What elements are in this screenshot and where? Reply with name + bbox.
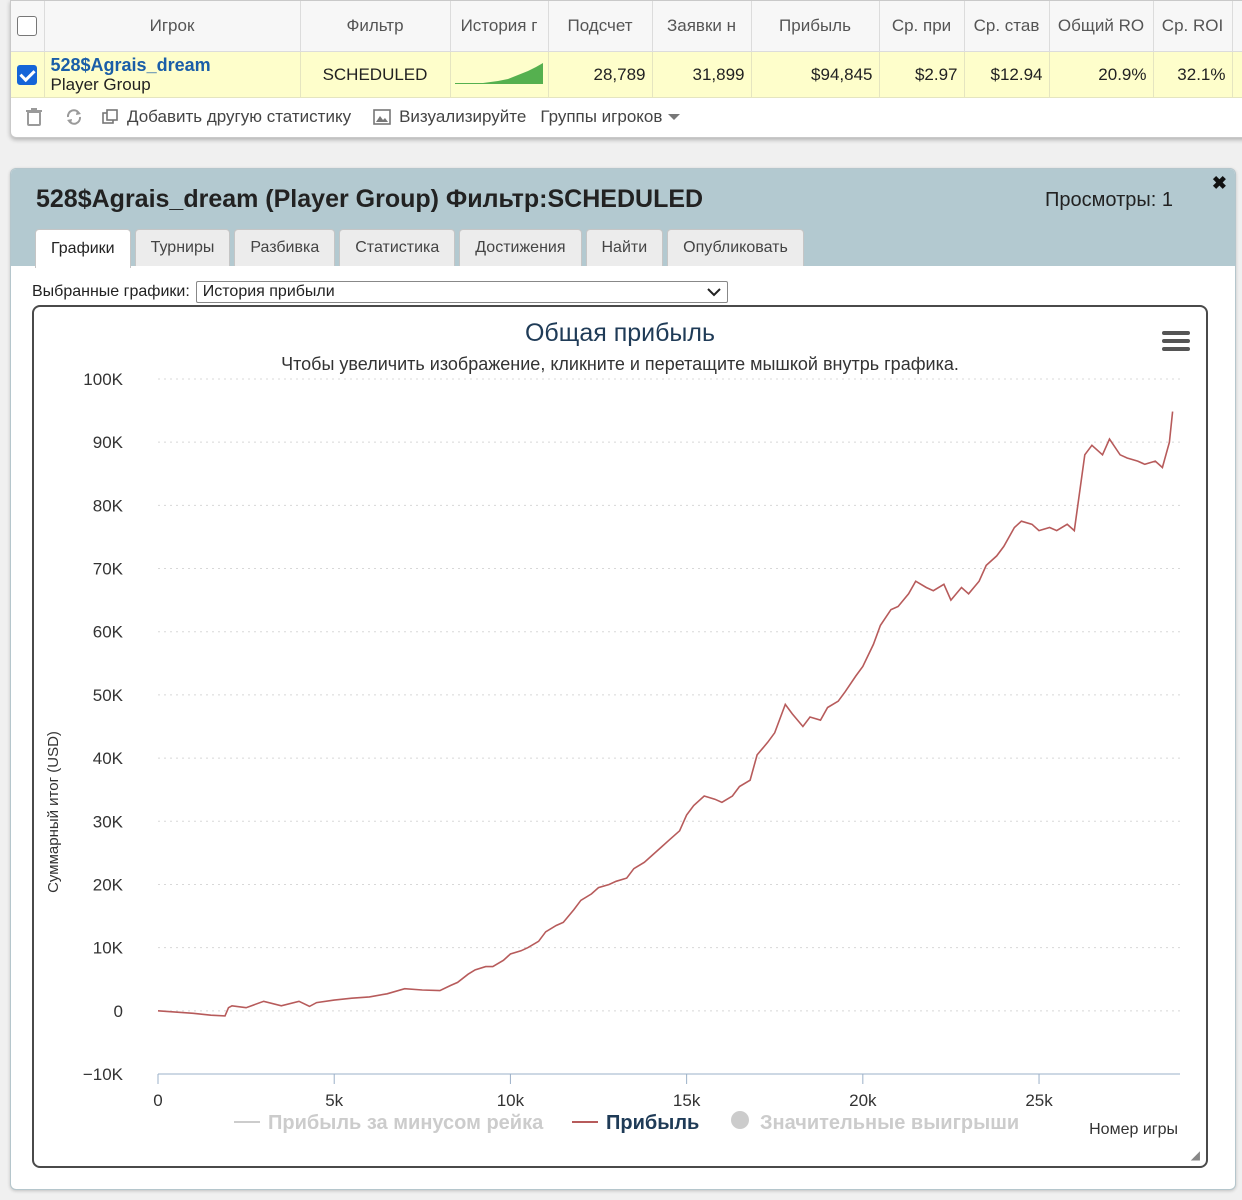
col-header-history[interactable]: История г: [450, 1, 549, 52]
col-header-avg-profit[interactable]: Ср. при: [879, 1, 965, 52]
tab-charts[interactable]: Графики: [35, 229, 131, 268]
chart-subtitle: Чтобы увеличить изображение, кликните и …: [281, 354, 959, 374]
tab-statistics[interactable]: Статистика: [339, 229, 456, 266]
panel-header: 528$Agrais_dream (Player Group) Фильтр:S…: [11, 169, 1235, 268]
filter-cell: SCHEDULED: [300, 51, 451, 98]
y-tick-label: 40K: [93, 749, 124, 768]
chart-container: Общая прибыль Чтобы увеличить изображени…: [32, 305, 1208, 1168]
avg-stake-cell: $12.94: [964, 51, 1050, 98]
player-groups-dropdown[interactable]: Группы игроков: [540, 107, 681, 127]
y-tick-label: 50K: [93, 686, 124, 705]
x-tick-label: 5k: [325, 1091, 343, 1110]
series-line-profit: [157, 411, 1174, 1017]
image-icon: [373, 108, 391, 126]
chart-selector-row: Выбранные графики: История прибыли: [32, 281, 728, 303]
x-tick-label: 10k: [497, 1091, 525, 1110]
refresh-icon[interactable]: [65, 108, 83, 126]
y-tick-label: 80K: [93, 496, 124, 515]
chart-title: Общая прибыль: [525, 319, 715, 347]
visualize-button[interactable]: Визуализируйте: [373, 107, 526, 127]
caret-down-icon: [668, 114, 681, 120]
player-panel: 528$Agrais_dream (Player Group) Фильтр:S…: [10, 168, 1236, 1190]
col-header-total-roi[interactable]: Общий RO: [1049, 1, 1154, 52]
chart-selector-label: Выбранные графики:: [32, 283, 190, 300]
close-icon[interactable]: ✖: [1211, 173, 1227, 193]
chart-select[interactable]: История прибыли: [195, 281, 728, 303]
add-stat-label: Добавить другую статистику: [127, 107, 352, 126]
tab-achievements[interactable]: Достижения: [459, 229, 582, 266]
col-header-filter[interactable]: Фильтр: [300, 1, 451, 52]
table-header-row: Игрок Фильтр История г Подсчет Заявки н …: [11, 1, 1242, 52]
legend-label-profit: Прибыль: [606, 1112, 699, 1134]
panel-title: 528$Agrais_dream (Player Group) Фильтр:S…: [36, 185, 704, 213]
legend-label-net-profit: Прибыль за минусом рейка: [268, 1112, 544, 1134]
y-tick-label: −10K: [83, 1065, 124, 1084]
profit-chart[interactable]: Общая прибыль Чтобы увеличить изображени…: [34, 307, 1206, 1166]
y-tick-label: 30K: [93, 812, 124, 831]
table-row[interactable]: 528$Agrais_dream Player Group SCHEDULED …: [11, 51, 1242, 98]
avg-roi-cell: 32.1%: [1153, 51, 1233, 98]
y-axis-label: Суммарный итог (USD): [45, 731, 62, 893]
trash-icon[interactable]: [25, 108, 43, 126]
select-all-checkbox[interactable]: [17, 16, 38, 37]
col-header-entries[interactable]: Заявки н: [652, 1, 752, 52]
y-tick-label: 10K: [93, 939, 124, 958]
x-tick-label: 15k: [673, 1091, 701, 1110]
x-tick-label: 0: [153, 1091, 162, 1110]
y-tick-label: 100K: [83, 370, 123, 389]
y-axis-ticks: −10K 0 10K 20K 30K 40K 50K 60K 70K 80K 90K 100K: [83, 370, 124, 1084]
col-header-avg-stake[interactable]: Ср. став: [964, 1, 1050, 52]
y-tick-label: 20K: [93, 875, 124, 894]
tab-tournaments[interactable]: Турниры: [134, 229, 231, 266]
legend-item-net-profit[interactable]: Прибыль за минусом рейка: [234, 1112, 544, 1134]
y-tick-label: 60K: [93, 623, 124, 642]
total-roi-cell: 20.9%: [1049, 51, 1154, 98]
count-cell: 28,789: [548, 51, 653, 98]
player-type: Player Group: [50, 74, 151, 94]
views-count: Просмотры: 1: [1045, 189, 1173, 211]
tab-publish[interactable]: Опубликовать: [667, 229, 804, 266]
menu-icon[interactable]: [1162, 331, 1190, 351]
chart-grid: [158, 378, 1180, 1075]
player-groups-label: Группы игроков: [540, 107, 663, 126]
tab-find[interactable]: Найти: [585, 229, 664, 266]
table-toolbar: Добавить другую статистику Визуализируйт…: [11, 99, 1241, 135]
history-sparkline: [455, 63, 543, 84]
profit-cell: $94,845: [751, 51, 880, 98]
stats-table: Игрок Фильтр История г Подсчет Заявки н …: [11, 1, 1242, 98]
col-header-avg-roi[interactable]: Ср. ROI: [1153, 1, 1233, 52]
entries-cell: 31,899: [652, 51, 752, 98]
x-tick-label: 25k: [1025, 1091, 1053, 1110]
legend-item-profit[interactable]: Прибыль: [572, 1112, 699, 1134]
legend: Прибыль за минусом рейка Прибыль Значите…: [234, 1111, 1019, 1134]
stats-table-container: Игрок Фильтр История г Подсчет Заявки н …: [10, 0, 1242, 138]
legend-label-big-wins: Значительные выигрыши: [760, 1112, 1019, 1134]
avg-profit-cell: $2.97: [879, 51, 965, 98]
x-tick-label: 20k: [849, 1091, 877, 1110]
x-axis-ticks: 0 5k 10k 15k 20k 25k: [153, 1073, 1180, 1110]
x-axis-label: Номер игры: [1089, 1121, 1178, 1138]
visualize-label: Визуализируйте: [399, 107, 527, 126]
chevron-down-icon: [707, 288, 721, 297]
col-header-profit[interactable]: Прибыль: [751, 1, 880, 52]
resize-grip-icon[interactable]: ◢: [1190, 1148, 1200, 1162]
y-tick-label: 70K: [93, 560, 124, 579]
tab-bar: Графики Турниры Разбивка Статистика Дост…: [35, 229, 804, 268]
player-name-link[interactable]: 528$Agrais_dream: [50, 54, 211, 75]
tab-breakdown[interactable]: Разбивка: [234, 229, 336, 266]
col-header-count[interactable]: Подсчет: [548, 1, 653, 52]
y-tick-label: 90K: [93, 433, 124, 452]
copy-icon: [101, 108, 119, 126]
col-header-player[interactable]: Игрок: [44, 1, 301, 52]
row-checkbox[interactable]: [17, 64, 38, 85]
chart-select-value: История прибыли: [202, 283, 335, 300]
legend-item-big-wins[interactable]: Значительные выигрыши: [731, 1111, 1019, 1134]
add-stat-button[interactable]: Добавить другую статистику: [101, 107, 351, 127]
y-tick-label: 0: [114, 1002, 123, 1021]
